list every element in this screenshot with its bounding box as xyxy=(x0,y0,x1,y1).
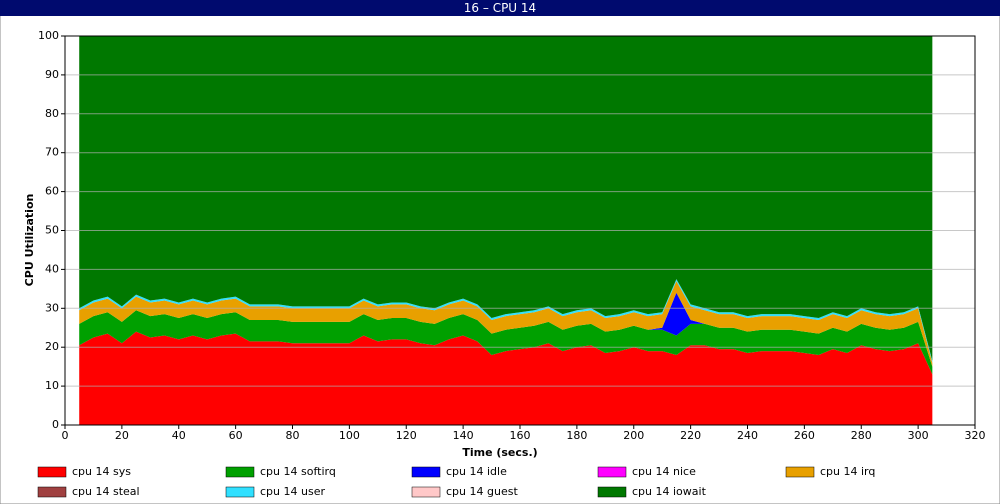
legend-swatch xyxy=(411,486,441,498)
x-tick-label: 160 xyxy=(510,429,531,442)
legend-swatch xyxy=(225,486,255,498)
area xyxy=(79,310,933,375)
legend-label: cpu 14 softirq xyxy=(260,465,336,478)
legend-label: cpu 14 irq xyxy=(820,465,875,478)
legend-label: cpu 14 nice xyxy=(632,465,696,478)
x-tick-label: 300 xyxy=(908,429,929,442)
x-tick-label: 280 xyxy=(851,429,872,442)
y-tick-label: 100 xyxy=(38,29,59,42)
y-tick-label: 0 xyxy=(52,418,59,431)
legend-swatch xyxy=(597,466,627,478)
y-tick-label: 70 xyxy=(45,146,59,159)
y-tick-label: 50 xyxy=(45,224,59,237)
y-tick-label: 90 xyxy=(45,68,59,81)
x-axis-label: Time (secs.) xyxy=(462,446,537,459)
x-tick-label: 220 xyxy=(680,429,701,442)
x-tick-label: 320 xyxy=(965,429,986,442)
y-tick-label: 10 xyxy=(45,379,59,392)
plot-frame xyxy=(64,35,976,426)
y-tick-label: 80 xyxy=(45,107,59,120)
x-tick-label: 40 xyxy=(172,429,186,442)
x-tick-label: 20 xyxy=(115,429,129,442)
x-tick-label: 200 xyxy=(623,429,644,442)
title-bar xyxy=(0,0,1000,16)
legend-swatch xyxy=(37,486,67,498)
x-tick-label: 260 xyxy=(794,429,815,442)
y-tick-label: 40 xyxy=(45,262,59,275)
legend-label: cpu 14 iowait xyxy=(632,485,707,498)
area xyxy=(79,36,933,361)
y-tick-label: 20 xyxy=(45,340,59,353)
legend-label: cpu 14 steal xyxy=(72,485,140,498)
x-tick-label: 140 xyxy=(453,429,474,442)
x-tick-label: 80 xyxy=(286,429,300,442)
x-tick-label: 100 xyxy=(339,429,360,442)
legend-label: cpu 14 idle xyxy=(446,465,507,478)
x-tick-label: 60 xyxy=(229,429,243,442)
x-tick-label: 240 xyxy=(737,429,758,442)
legend-swatch xyxy=(411,466,441,478)
legend-label: cpu 14 sys xyxy=(72,465,131,478)
x-tick-label: 0 xyxy=(62,429,69,442)
area xyxy=(79,281,933,367)
legend-swatch xyxy=(785,466,815,478)
legend-swatch xyxy=(597,486,627,498)
legend-swatch xyxy=(37,466,67,478)
legend-label: cpu 14 guest xyxy=(446,485,518,498)
y-axis-label: CPU Utilization xyxy=(23,194,36,287)
y-tick-label: 30 xyxy=(45,301,59,314)
legend-swatch xyxy=(225,466,255,478)
legend-label: cpu 14 user xyxy=(260,485,325,498)
chart-title: 16 – CPU 14 xyxy=(464,1,536,15)
x-tick-label: 120 xyxy=(396,429,417,442)
x-tick-label: 180 xyxy=(566,429,587,442)
y-tick-label: 60 xyxy=(45,185,59,198)
area xyxy=(79,331,933,425)
